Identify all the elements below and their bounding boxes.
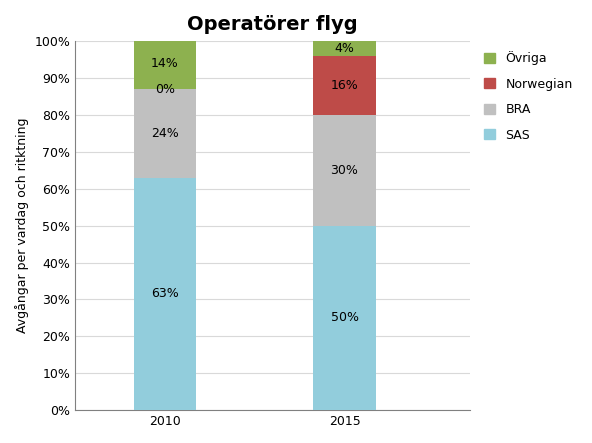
Bar: [313, 115, 376, 225]
Title: Operatörer flyg: Operatörer flyg: [188, 15, 358, 34]
Text: 50%: 50%: [330, 311, 359, 324]
Bar: [313, 41, 376, 56]
Text: 16%: 16%: [331, 79, 358, 92]
Bar: [134, 37, 197, 89]
Bar: [134, 89, 197, 178]
Bar: [313, 225, 376, 410]
Bar: [134, 178, 197, 410]
Text: 14%: 14%: [151, 57, 179, 70]
Text: 63%: 63%: [151, 288, 179, 300]
Text: 0%: 0%: [155, 82, 175, 96]
Text: 4%: 4%: [334, 42, 355, 55]
Legend: Övriga, Norwegian, BRA, SAS: Övriga, Norwegian, BRA, SAS: [480, 47, 577, 145]
Text: 30%: 30%: [330, 164, 358, 177]
Bar: [313, 56, 376, 115]
Y-axis label: Avgångar per vardag och ritktning: Avgångar per vardag och ritktning: [15, 118, 29, 334]
Text: 24%: 24%: [151, 127, 179, 140]
